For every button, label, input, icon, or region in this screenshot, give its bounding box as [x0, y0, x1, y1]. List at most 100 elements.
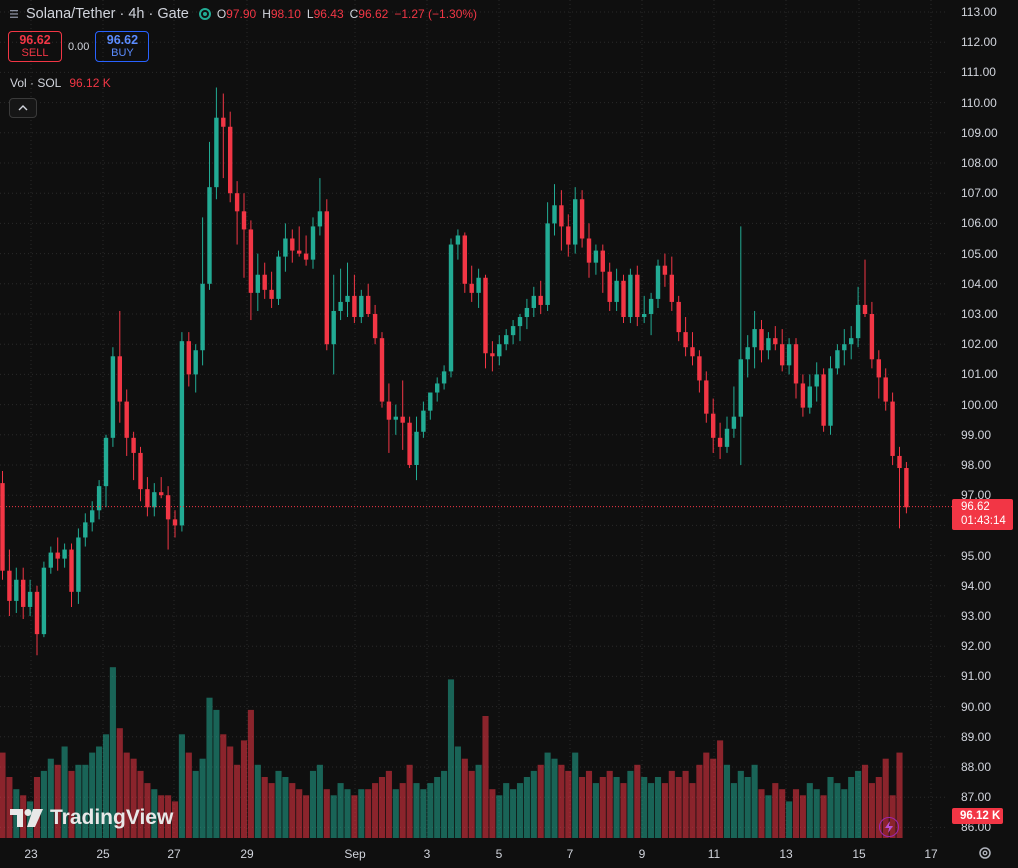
chevron-up-icon — [18, 105, 28, 111]
candle-body — [83, 522, 88, 538]
candle-body — [690, 347, 695, 357]
volume-bar — [399, 783, 406, 838]
candle-body — [124, 401, 129, 438]
volume-bar — [323, 789, 330, 838]
candle-body — [103, 437, 109, 487]
y-tick-label: 109.00 — [961, 125, 998, 140]
volume-bar — [696, 764, 703, 838]
volume-bar — [109, 667, 116, 838]
sell-label: SELL — [21, 47, 49, 59]
y-tick-label: 93.00 — [961, 609, 992, 623]
volume-bar — [213, 709, 220, 838]
volume-bar — [337, 783, 344, 838]
candle-body — [290, 238, 295, 251]
volume-bar — [54, 764, 61, 838]
candle-body — [255, 274, 260, 293]
volume-bar — [544, 752, 551, 838]
candle-body — [821, 374, 826, 426]
volume-bar — [365, 789, 372, 838]
volume-bar — [482, 716, 489, 838]
y-tick-label: 95.00 — [961, 548, 992, 563]
volume-bar — [6, 777, 13, 838]
y-tick-label: 110.00 — [961, 95, 997, 110]
candle-body — [159, 492, 164, 496]
volume-bar — [165, 795, 172, 838]
candle-body — [669, 274, 674, 302]
candle-body — [745, 347, 750, 360]
volume-bar — [551, 758, 558, 838]
x-tick-label: 25 — [96, 847, 110, 861]
watermark-text: TradingView — [50, 806, 174, 829]
candle-body — [152, 492, 157, 508]
volume-bar — [454, 746, 461, 838]
volume-bar — [641, 777, 648, 838]
sell-price: 96.62 — [19, 33, 51, 47]
volume-bar — [730, 783, 737, 838]
candle-body — [807, 386, 812, 408]
volume-bar — [82, 764, 89, 838]
candle-body — [869, 314, 875, 360]
gear-icon[interactable] — [977, 845, 993, 861]
volume-bar — [848, 777, 855, 838]
candle-body — [538, 295, 543, 305]
y-tick-label: 98.00 — [961, 458, 992, 472]
y-tick-label: 87.00 — [961, 790, 992, 805]
candle-body — [462, 235, 467, 284]
volume-bar — [351, 795, 358, 838]
collapse-button[interactable] — [9, 98, 37, 118]
candle-body — [76, 537, 81, 592]
candle-body — [490, 353, 495, 357]
candle-body — [814, 374, 819, 387]
candle-body — [207, 187, 212, 284]
volume-bar — [792, 789, 800, 838]
volume-bar — [254, 764, 261, 838]
lightning-icon[interactable] — [879, 817, 899, 837]
y-tick-label: 103.00 — [961, 307, 998, 321]
tradingview-logo[interactable]: TradingView — [10, 806, 173, 830]
volume-bar — [171, 801, 179, 838]
volume-bar — [841, 789, 848, 838]
y-tick-label: 100.00 — [961, 397, 998, 412]
volume-bar — [358, 789, 365, 838]
volume-bar — [468, 770, 475, 838]
candle-body — [7, 570, 12, 601]
candle-body — [849, 338, 854, 345]
candle-body — [524, 307, 530, 318]
volume-bar — [61, 746, 68, 838]
sell-button[interactable]: 96.62 SELL — [8, 31, 62, 62]
volume-bar — [178, 734, 185, 838]
symbol-title[interactable]: Solana/Tether · 4h · Gate — [26, 6, 189, 22]
candle-body — [131, 437, 136, 453]
buy-price: 96.62 — [106, 33, 139, 47]
volume-bar — [537, 764, 544, 838]
y-tick-label: 104.00 — [961, 276, 998, 291]
volume-bar — [813, 789, 820, 838]
volume-bar — [703, 752, 710, 838]
menu-icon[interactable] — [8, 8, 20, 20]
candle-body — [455, 235, 461, 245]
x-tick-label: 9 — [638, 847, 646, 861]
candle-body — [331, 310, 336, 345]
buy-button[interactable]: 96.62 BUY — [95, 31, 150, 62]
volume-bar — [675, 777, 682, 838]
candle-body — [234, 193, 240, 212]
buy-label: BUY — [111, 47, 134, 59]
volume-bar — [158, 795, 165, 838]
volume-bar — [441, 770, 448, 838]
change-value: −1.27 (−1.30%) — [394, 7, 478, 21]
candle-body — [228, 126, 233, 194]
candle-body — [414, 431, 419, 465]
volume-bar — [758, 789, 765, 838]
volume-bar — [875, 777, 882, 838]
candle-body — [172, 519, 178, 526]
volume-bar — [717, 740, 724, 838]
volume-bar — [116, 728, 123, 838]
candle-body — [600, 250, 605, 272]
candle-body — [400, 416, 405, 423]
y-tick-label: 99.00 — [961, 427, 992, 442]
candle-body — [717, 437, 723, 447]
x-tick-label: 13 — [779, 847, 793, 861]
volume-bar — [820, 795, 827, 838]
volume-bar — [868, 783, 875, 838]
